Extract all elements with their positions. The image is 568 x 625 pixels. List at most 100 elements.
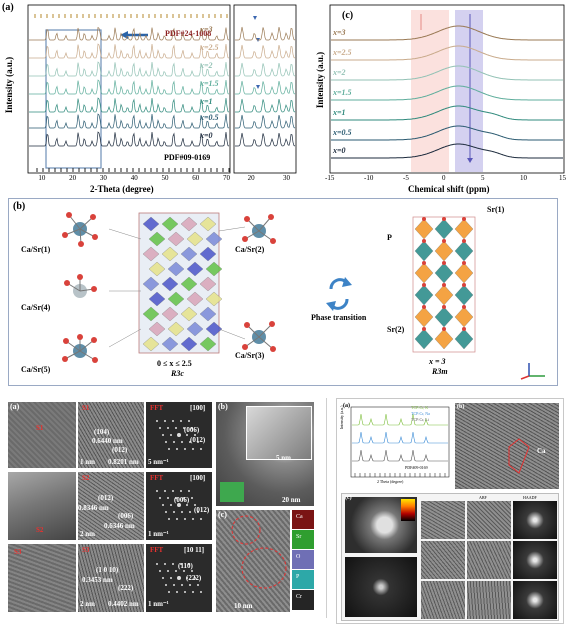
scale: 2 nm (80, 600, 95, 608)
left-group: R3c (171, 369, 184, 378)
panel-b-svg (62, 212, 545, 380)
xrd-zoom-tick: 30 (282, 174, 290, 182)
fft-spot (173, 441, 175, 443)
fft-spot (170, 577, 172, 579)
polyhedron (414, 262, 434, 284)
site-label-2: Ca/Sr(2) (235, 245, 265, 254)
nmr-tick: 10 (520, 174, 527, 182)
xrd-tick: 50 (161, 174, 169, 182)
panel-a-label: (a) (2, 2, 14, 13)
polyhedron (142, 306, 160, 322)
scale: 5 nm (276, 454, 291, 462)
right-grid-tile (421, 541, 465, 579)
tem-label-a: (a) (10, 402, 20, 411)
polyhedron (180, 306, 198, 322)
nmr-series-5 (331, 125, 563, 141)
xrd-series-1 (29, 43, 230, 59)
nmr-series-6 (331, 143, 563, 159)
tem-label-b: (b) (218, 402, 228, 411)
fft-spot (191, 497, 193, 499)
panel-c-xaxis: Chemical shift (ppm) (408, 184, 490, 194)
tem-label-c: (c) (218, 510, 227, 519)
polyhedron (148, 321, 166, 337)
scale: 1 nm (80, 458, 95, 466)
xrd-series-label: x=3 (200, 25, 213, 34)
fft-spot (180, 563, 182, 565)
oxygen-atom (442, 327, 446, 331)
right-label-b: (b) (457, 404, 465, 410)
nmr-tick: -15 (325, 174, 335, 182)
polyhedron (180, 246, 198, 262)
zone-axis: [10 11] (184, 546, 205, 554)
sem-inset (246, 406, 312, 460)
nmr-series-label: x=3 (333, 28, 346, 37)
eds-o (292, 550, 314, 569)
crystal-r3c (108, 212, 246, 354)
polyhedron (161, 276, 179, 292)
right-grid-tile (513, 581, 557, 619)
fft-spot (184, 448, 186, 450)
xrd-tick: 70 (223, 174, 230, 182)
fft-spot (175, 570, 177, 572)
polyhedron (414, 284, 434, 306)
right-grid-tile (513, 541, 557, 579)
right-label-a: (a) (343, 403, 350, 409)
oxygen-atom (422, 261, 426, 265)
fft-spot (192, 448, 194, 450)
eds-p (292, 570, 314, 589)
spot: (222) (186, 574, 202, 582)
fft-spot (180, 420, 182, 422)
fft-spot (170, 504, 172, 506)
hrtem-image-s2 (78, 472, 144, 540)
site-label-5: Ca/Sr(5) (21, 365, 51, 374)
phase-transition-icon (326, 277, 352, 311)
fft-spot (162, 577, 164, 579)
stem-haadf: HAADF (523, 495, 537, 500)
polyhedron (199, 246, 217, 262)
polyhedron (199, 216, 217, 232)
fft-spot (181, 584, 183, 586)
oxygen-atom (422, 327, 426, 331)
polyhedron (205, 321, 223, 337)
fft-spot (191, 570, 193, 572)
eds-ca (292, 510, 314, 529)
nmr-tick: 15 (559, 174, 566, 182)
fft-spot (197, 441, 199, 443)
right-diffraction (345, 557, 417, 617)
xrd-tick: 10 (38, 174, 46, 182)
right-xrd-series (352, 449, 448, 462)
fft-spot (175, 427, 177, 429)
fft-spot (156, 563, 158, 565)
polyhedron (142, 336, 160, 352)
eds-label: O (296, 554, 301, 560)
polyhedron (161, 246, 179, 262)
nmr-series-label: x=0 (333, 146, 346, 155)
right-grid-tile (421, 581, 465, 619)
oxygen-atom (462, 217, 466, 221)
polyhedron (414, 240, 434, 262)
xrd-zoom-series-5 (235, 114, 296, 129)
fft-spot (165, 584, 167, 586)
eds-cr (292, 590, 314, 610)
tem-c-circles (231, 515, 287, 589)
spot: (006) (174, 496, 190, 504)
spot: (012) (194, 506, 210, 514)
fft-spot (177, 576, 181, 580)
fft-spot (186, 504, 188, 506)
xrd-series-label: x=1.5 (200, 79, 219, 88)
right-hrtem-overlay (508, 438, 530, 474)
fft-spot (181, 441, 183, 443)
left-range: 0 ≤ x ≤ 2.5 (157, 359, 192, 368)
spot: (012) (190, 436, 206, 444)
fft-spot (184, 518, 186, 520)
polyhedron (199, 276, 217, 292)
polyhedron (148, 261, 166, 277)
nmr-series-2 (331, 65, 563, 81)
oxygen-atom (442, 239, 446, 243)
polyhedron (186, 291, 204, 307)
fft-spot (159, 497, 161, 499)
s-label: S3 (14, 548, 22, 556)
right-hrtem (455, 403, 559, 489)
fft-spot (186, 434, 188, 436)
xrd-series-label: x=2 (200, 61, 213, 70)
